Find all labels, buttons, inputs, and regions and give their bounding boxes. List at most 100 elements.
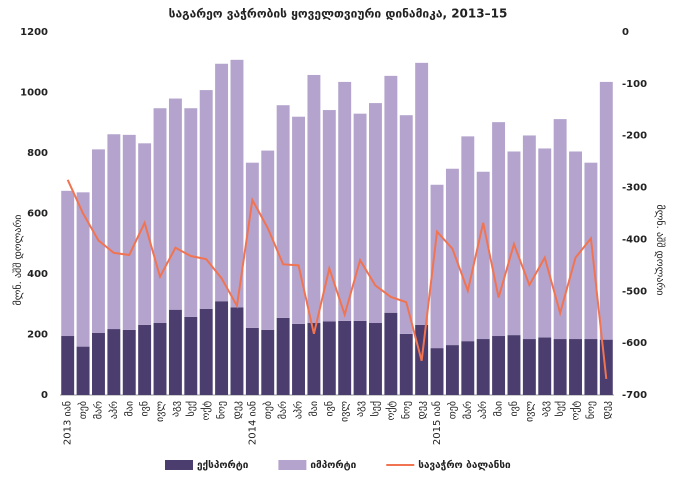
chart-title: საგარეო ვაჭრობის ყოველთვიური დინამიკა, 2…: [169, 7, 508, 21]
bar: [476, 171, 490, 340]
x-tick-label: სექ: [554, 401, 566, 416]
bar: [245, 327, 259, 395]
bar: [292, 116, 305, 324]
y2-tick-label: -600: [622, 338, 647, 349]
x-tick-label: აპრ: [293, 401, 305, 419]
y2-tick-label: -300: [622, 183, 647, 194]
x-tick-label: ივნ: [323, 401, 335, 417]
x-tick-label: ოქტ: [200, 401, 212, 421]
legend-label: ექსპორტი: [197, 459, 249, 471]
y-axis-label: მლნ. აშშ დოლარი: [12, 215, 24, 306]
x-tick-label: 2013 იან: [62, 401, 74, 445]
bar: [307, 74, 321, 324]
bar: [384, 75, 398, 313]
bar: [522, 339, 536, 395]
bar: [553, 119, 567, 340]
y-tick-label: 800: [27, 148, 48, 159]
bar: [61, 336, 75, 395]
x-tick-label: დეკ: [601, 401, 612, 419]
x-tick-label: აგვ: [540, 401, 551, 417]
bar: [276, 317, 290, 395]
bar: [168, 98, 182, 310]
bar: [538, 148, 552, 338]
bar: [338, 81, 352, 321]
bar: [338, 320, 352, 395]
x-tick-label: ივნ: [508, 401, 520, 417]
y-tick-label: 200: [27, 330, 48, 341]
bar: [353, 320, 367, 395]
bar: [369, 103, 382, 324]
bar: [76, 346, 90, 395]
bar: [245, 162, 259, 328]
bar: [569, 339, 582, 395]
x-tick-label: დეკ: [232, 401, 243, 419]
bar: [399, 115, 413, 334]
x-tick-label: ოქტ: [570, 401, 582, 421]
bar: [445, 168, 459, 346]
bar: [507, 335, 521, 395]
legend-label: სავაჭრო ბალანსი: [418, 459, 511, 471]
x-tick-label: თებ: [446, 401, 458, 419]
bar: [399, 333, 413, 395]
bar: [384, 312, 398, 395]
line: [66, 179, 608, 380]
x-tick-label: მაი: [493, 401, 505, 416]
bar: [230, 307, 244, 395]
x-tick-label: თებ: [262, 401, 274, 419]
x-tick-label: 2015 იან: [431, 401, 443, 445]
bar: [353, 113, 367, 321]
bar: [276, 105, 290, 318]
bar: [184, 108, 198, 317]
bar: [199, 308, 213, 395]
x-tick-label: ნოე: [400, 401, 412, 419]
bar: [138, 143, 152, 325]
bar: [122, 329, 136, 395]
bar: [307, 323, 321, 395]
legend-swatch: [165, 460, 193, 470]
bar: [138, 324, 152, 395]
y-tick-label: 0: [41, 390, 48, 401]
y-tick-label: 400: [27, 269, 48, 280]
bar: [92, 332, 105, 395]
bar: [61, 190, 75, 337]
bar: [492, 122, 506, 337]
bar: [492, 336, 506, 395]
bar: [599, 81, 613, 340]
x-tick-label: ნოე: [585, 401, 597, 419]
bar: [230, 59, 244, 308]
bar: [199, 90, 213, 309]
x-tick-label: მარ: [462, 401, 474, 419]
bar: [107, 134, 121, 330]
bar: [184, 316, 198, 395]
x-tick-label: მარ: [92, 401, 104, 419]
x-tick-label: აპრ: [477, 401, 489, 419]
x-tick-label: ივლ: [524, 401, 535, 422]
y2-tick-label: -500: [622, 286, 647, 297]
x-tick-label: თებ: [77, 401, 89, 419]
y2-tick-label: -700: [622, 390, 647, 401]
x-tick-label: მაი: [123, 401, 135, 416]
x-tick-label: სექ: [369, 401, 381, 416]
bar: [476, 339, 490, 395]
bar: [553, 339, 567, 395]
bar: [538, 337, 552, 395]
bar: [122, 134, 136, 330]
bar: [76, 192, 90, 347]
bar: [215, 63, 229, 302]
x-tick-label: აგვ: [355, 401, 366, 417]
bar: [322, 321, 336, 395]
bar: [322, 110, 336, 322]
x-tick-label: ოქტ: [385, 401, 397, 421]
bar: [599, 339, 613, 395]
x-tick-label: ივლ: [340, 401, 351, 422]
x-tick-label: დეკ: [417, 401, 428, 419]
bar: [153, 108, 167, 324]
bar: [461, 136, 475, 342]
bar: [584, 162, 598, 340]
legend-swatch: [278, 460, 307, 470]
x-tick-label: აგვ: [170, 401, 181, 417]
bar: [445, 345, 459, 395]
bar: [369, 323, 382, 395]
bar: [461, 341, 475, 395]
